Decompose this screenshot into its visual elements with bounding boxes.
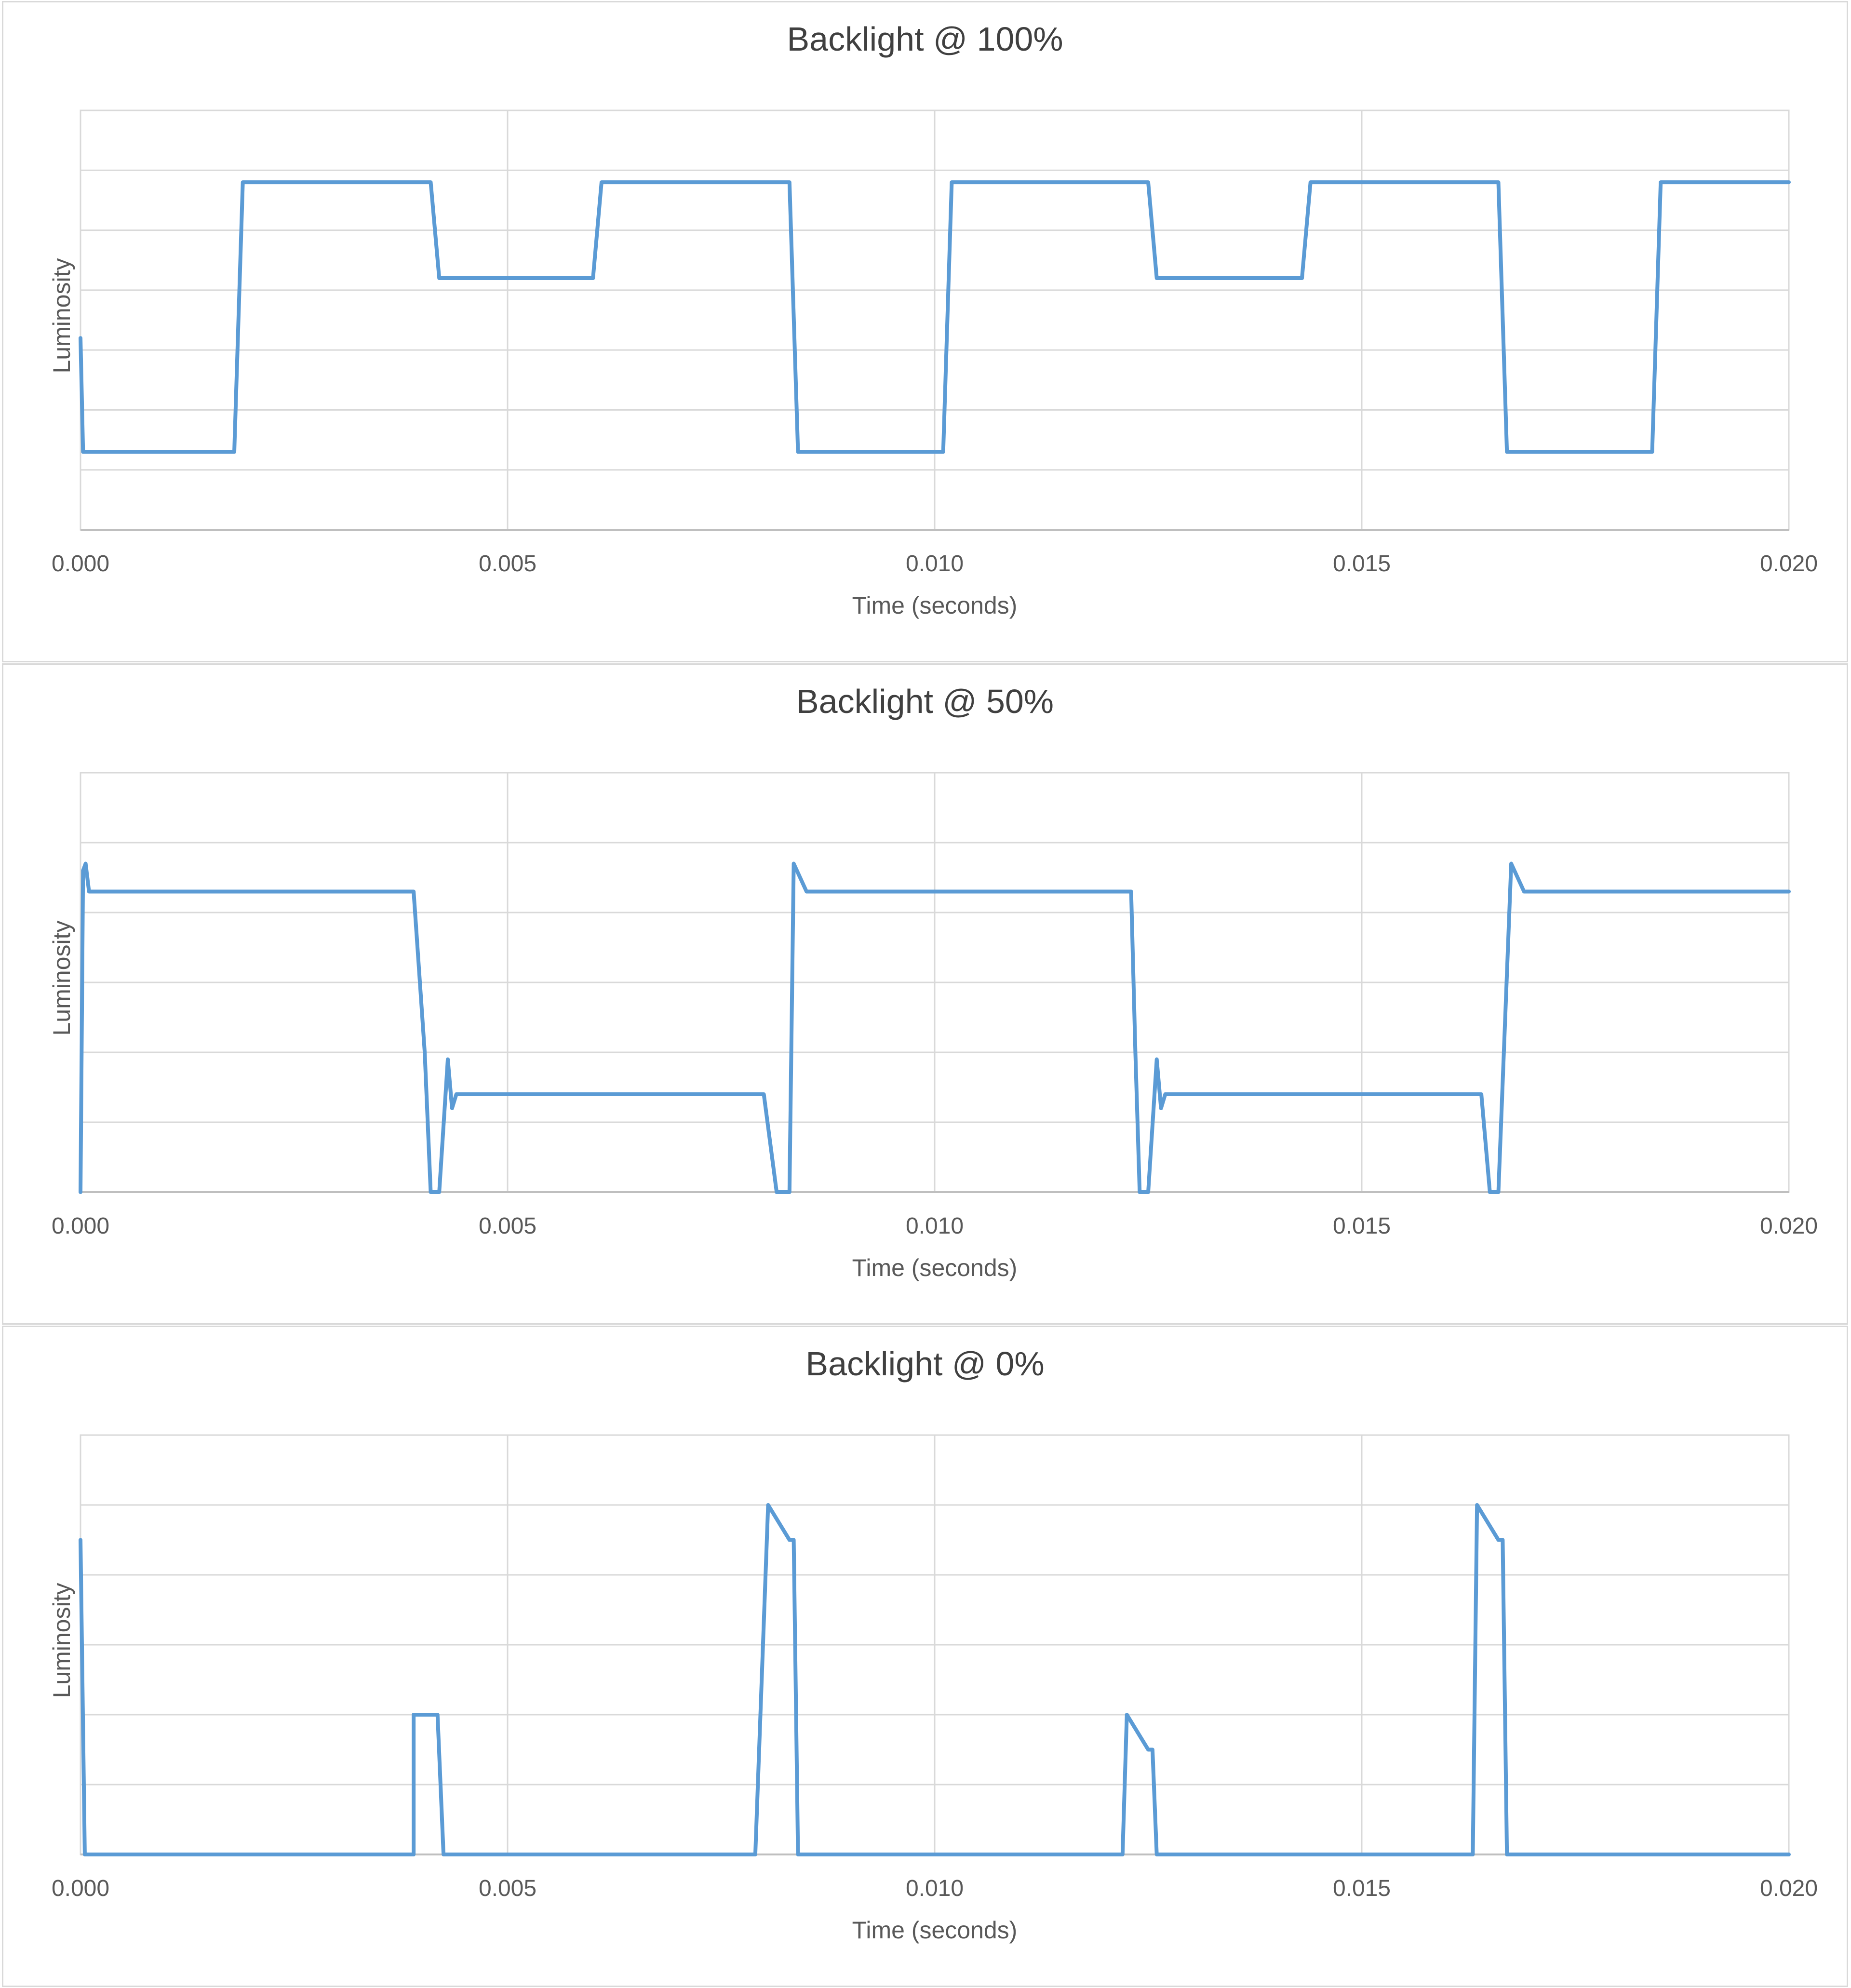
chart-svg: Backlight @ 50% 0.000 0.005 0.010 0.015 0.02… bbox=[48, 683, 1818, 1281]
x-tick-label: 0.020 bbox=[1760, 1876, 1818, 1901]
x-tick-label: 0.005 bbox=[479, 551, 537, 577]
series-line bbox=[79, 180, 1791, 454]
x-tick-label: 0.010 bbox=[906, 1213, 964, 1239]
chart-title: Backlight @ 100% bbox=[787, 20, 1063, 58]
x-tick-label: 0.020 bbox=[1760, 1213, 1818, 1239]
x-tick-label: 0.015 bbox=[1333, 551, 1391, 577]
chart-title: Backlight @ 0% bbox=[805, 1345, 1044, 1383]
chart-panel-backlight-100: Backlight @ 100% 0.000 0.005 0.010 0.015 0.0… bbox=[2, 1, 1848, 662]
chart-title: Backlight @ 50% bbox=[796, 683, 1054, 720]
x-tick-label: 0.020 bbox=[1760, 551, 1818, 577]
x-axis-label: Time (seconds) bbox=[852, 1917, 1018, 1944]
x-axis-label: Time (seconds) bbox=[852, 1254, 1018, 1281]
x-tick-label: 0.015 bbox=[1333, 1876, 1391, 1901]
x-tick-label: 0.005 bbox=[479, 1876, 537, 1901]
y-axis-label: Luminosity bbox=[48, 258, 75, 374]
x-axis-label: Time (seconds) bbox=[852, 592, 1018, 619]
chart-panel-backlight-0: Backlight @ 0% 0.000 0.005 0.010 0.015 0.020… bbox=[2, 1326, 1848, 1987]
x-tick-label: 0.000 bbox=[52, 1876, 109, 1901]
chart-svg: Backlight @ 0% 0.000 0.005 0.010 0.015 0.020… bbox=[48, 1345, 1818, 1944]
x-tick-label: 0.000 bbox=[52, 1213, 109, 1239]
series-line bbox=[79, 861, 1791, 1194]
y-axis-label: Luminosity bbox=[48, 921, 75, 1036]
x-tick-label: 0.005 bbox=[479, 1213, 537, 1239]
y-axis-label: Luminosity bbox=[48, 1583, 75, 1698]
chart-svg: Backlight @ 100% 0.000 0.005 0.010 0.015 0.0… bbox=[48, 20, 1818, 619]
x-tick-label: 0.010 bbox=[906, 551, 964, 577]
x-tick-label: 0.010 bbox=[906, 1876, 964, 1901]
x-tick-label: 0.015 bbox=[1333, 1213, 1391, 1239]
chart-panel-backlight-50: Backlight @ 50% 0.000 0.005 0.010 0.015 0.02… bbox=[2, 663, 1848, 1325]
series-line bbox=[79, 1503, 1791, 1856]
x-tick-label: 0.000 bbox=[52, 551, 109, 577]
